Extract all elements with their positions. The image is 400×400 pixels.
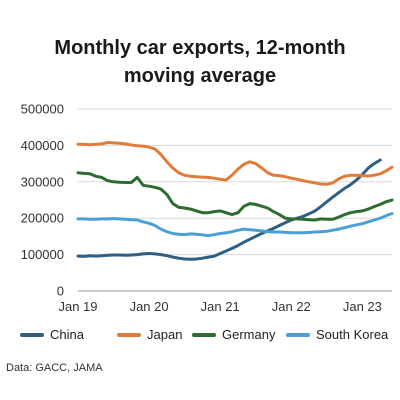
legend-label-japan: Japan (147, 327, 183, 342)
y-tick-label: 400000 (21, 138, 64, 153)
y-tick-label: 0 (57, 284, 64, 299)
legend-item-japan: Japan (117, 327, 182, 342)
legend-item-germany: Germany (192, 327, 275, 342)
y-tick-label: 500000 (21, 102, 64, 117)
chart-title-line-2: moving average (123, 65, 277, 87)
series-line-china (76, 158, 382, 261)
legend-swatch-japan (117, 332, 141, 337)
x-tick-label: Jan 21 (201, 299, 240, 314)
y-axis-tick-labels: 0 100000 200000 300000 400000 500000 (21, 102, 64, 299)
series-line-south-korea (76, 212, 394, 238)
legend-swatch-germany (192, 332, 216, 337)
y-tick-label: 300000 (21, 174, 64, 189)
y-tick-label: 100000 (21, 247, 64, 262)
chart-title-line-1: Monthly car exports, 12-month (54, 37, 346, 59)
source-note: Data: GACC, JAMA (6, 362, 103, 374)
legend-item-china: China (20, 327, 84, 342)
x-axis-tick-labels: Jan 19 Jan 20 Jan 21 Jan 22 Jan 23 (58, 299, 381, 314)
chart-title: Monthly car exports, 12-month moving ave… (0, 34, 400, 90)
legend-label-germany: Germany (222, 327, 276, 342)
legend-swatch-south-korea (286, 332, 310, 337)
legend-label-south-korea: South Korea (316, 327, 389, 342)
legend: China Japan Germany South Korea (0, 327, 400, 349)
x-tick-label: Jan 20 (130, 299, 169, 314)
series-lines (76, 141, 394, 261)
legend-label-china: China (50, 327, 84, 342)
series-line-germany (76, 171, 394, 222)
legend-swatch-china (20, 332, 44, 337)
series-line-japan (76, 141, 394, 186)
y-tick-label: 200000 (21, 211, 64, 226)
gridlines (78, 108, 392, 292)
legend-item-south-korea: South Korea (286, 327, 388, 342)
x-tick-label: Jan 19 (58, 299, 97, 314)
x-tick-label: Jan 23 (343, 299, 382, 314)
x-tick-label: Jan 22 (272, 299, 311, 314)
